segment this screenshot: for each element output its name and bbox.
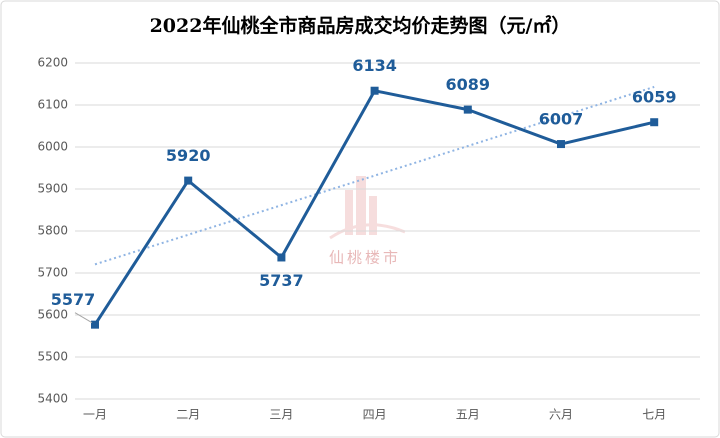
watermark-logo <box>329 176 406 240</box>
y-tick-label: 5600 <box>37 308 68 322</box>
y-tick-label: 5900 <box>37 182 68 196</box>
y-tick-label: 5800 <box>37 224 68 238</box>
data-label: 5737 <box>259 271 304 290</box>
watermark: 仙桃楼市 <box>329 249 401 267</box>
data-point <box>650 118 659 127</box>
data-point <box>557 140 565 149</box>
y-tick-label: 5700 <box>37 266 68 280</box>
x-tick-label: 七月 <box>642 408 666 422</box>
data-point <box>277 253 286 262</box>
x-tick-label: 三月 <box>269 408 293 422</box>
y-tick-label: 6200 <box>37 56 68 70</box>
x-tick-label: 一月 <box>83 408 107 422</box>
data-label: 6089 <box>446 75 491 94</box>
x-tick-label: 二月 <box>176 408 200 422</box>
y-tick-label: 5400 <box>37 392 68 406</box>
x-tick-label: 四月 <box>363 408 387 422</box>
data-point <box>184 176 193 185</box>
data-point <box>91 320 99 329</box>
data-label: 6059 <box>632 88 677 107</box>
y-tick-label: 6000 <box>37 140 68 154</box>
x-tick-label: 五月 <box>456 408 480 422</box>
y-tick-label: 5500 <box>37 350 68 364</box>
leader-line <box>74 312 93 324</box>
y-tick-label: 6100 <box>37 98 68 112</box>
data-label: 6134 <box>352 56 397 75</box>
chart-title: 2022年仙桃全市商品房成交均价走势图（元/㎡） <box>150 14 571 37</box>
data-label: 6007 <box>539 110 584 129</box>
x-tick-label: 六月 <box>549 408 573 422</box>
data-label: 5920 <box>166 146 211 165</box>
data-point <box>370 86 379 95</box>
data-point <box>463 105 472 114</box>
data-label: 5577 <box>51 290 96 309</box>
